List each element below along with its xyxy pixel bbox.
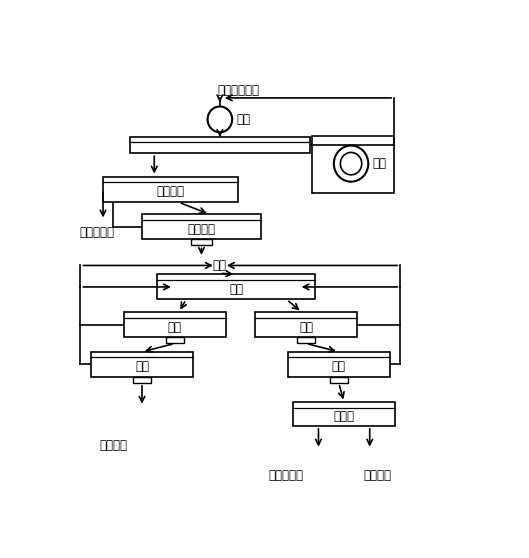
Text: 强磁性矿物: 强磁性矿物: [79, 226, 114, 239]
Text: 弱磁扫选: 弱磁扫选: [187, 223, 215, 236]
Text: 一精: 一精: [168, 321, 182, 334]
Bar: [255, 312, 357, 337]
Bar: [191, 239, 212, 246]
Text: 白云鄂博尾矿: 白云鄂博尾矿: [217, 84, 259, 97]
Bar: [157, 275, 315, 300]
Text: 粗选: 粗选: [229, 283, 243, 296]
Bar: [130, 137, 310, 153]
Text: 球磨: 球磨: [372, 157, 386, 170]
Bar: [166, 337, 184, 343]
Bar: [124, 312, 226, 337]
Bar: [293, 402, 395, 426]
Bar: [142, 214, 261, 239]
Text: 弱磁性矿物: 弱磁性矿物: [268, 469, 303, 483]
Text: 钗富集物: 钗富集物: [364, 469, 391, 483]
Circle shape: [340, 152, 362, 175]
Text: 强磁选: 强磁选: [334, 410, 354, 423]
Bar: [133, 377, 151, 383]
Text: 一扫: 一扫: [299, 321, 313, 334]
Bar: [288, 352, 390, 377]
Bar: [103, 176, 239, 203]
Text: 浮选: 浮选: [213, 259, 227, 272]
Text: 二扫: 二扫: [332, 360, 346, 373]
Text: 易浮矿物: 易浮矿物: [99, 439, 127, 453]
Bar: [312, 136, 394, 193]
Circle shape: [207, 107, 232, 132]
Bar: [330, 377, 348, 383]
Text: 二精: 二精: [135, 360, 149, 373]
Circle shape: [334, 146, 368, 182]
Bar: [297, 337, 315, 343]
Bar: [91, 352, 193, 377]
Text: 弱磁粗选: 弱磁粗选: [157, 185, 185, 199]
Text: 分级: 分级: [236, 113, 250, 126]
